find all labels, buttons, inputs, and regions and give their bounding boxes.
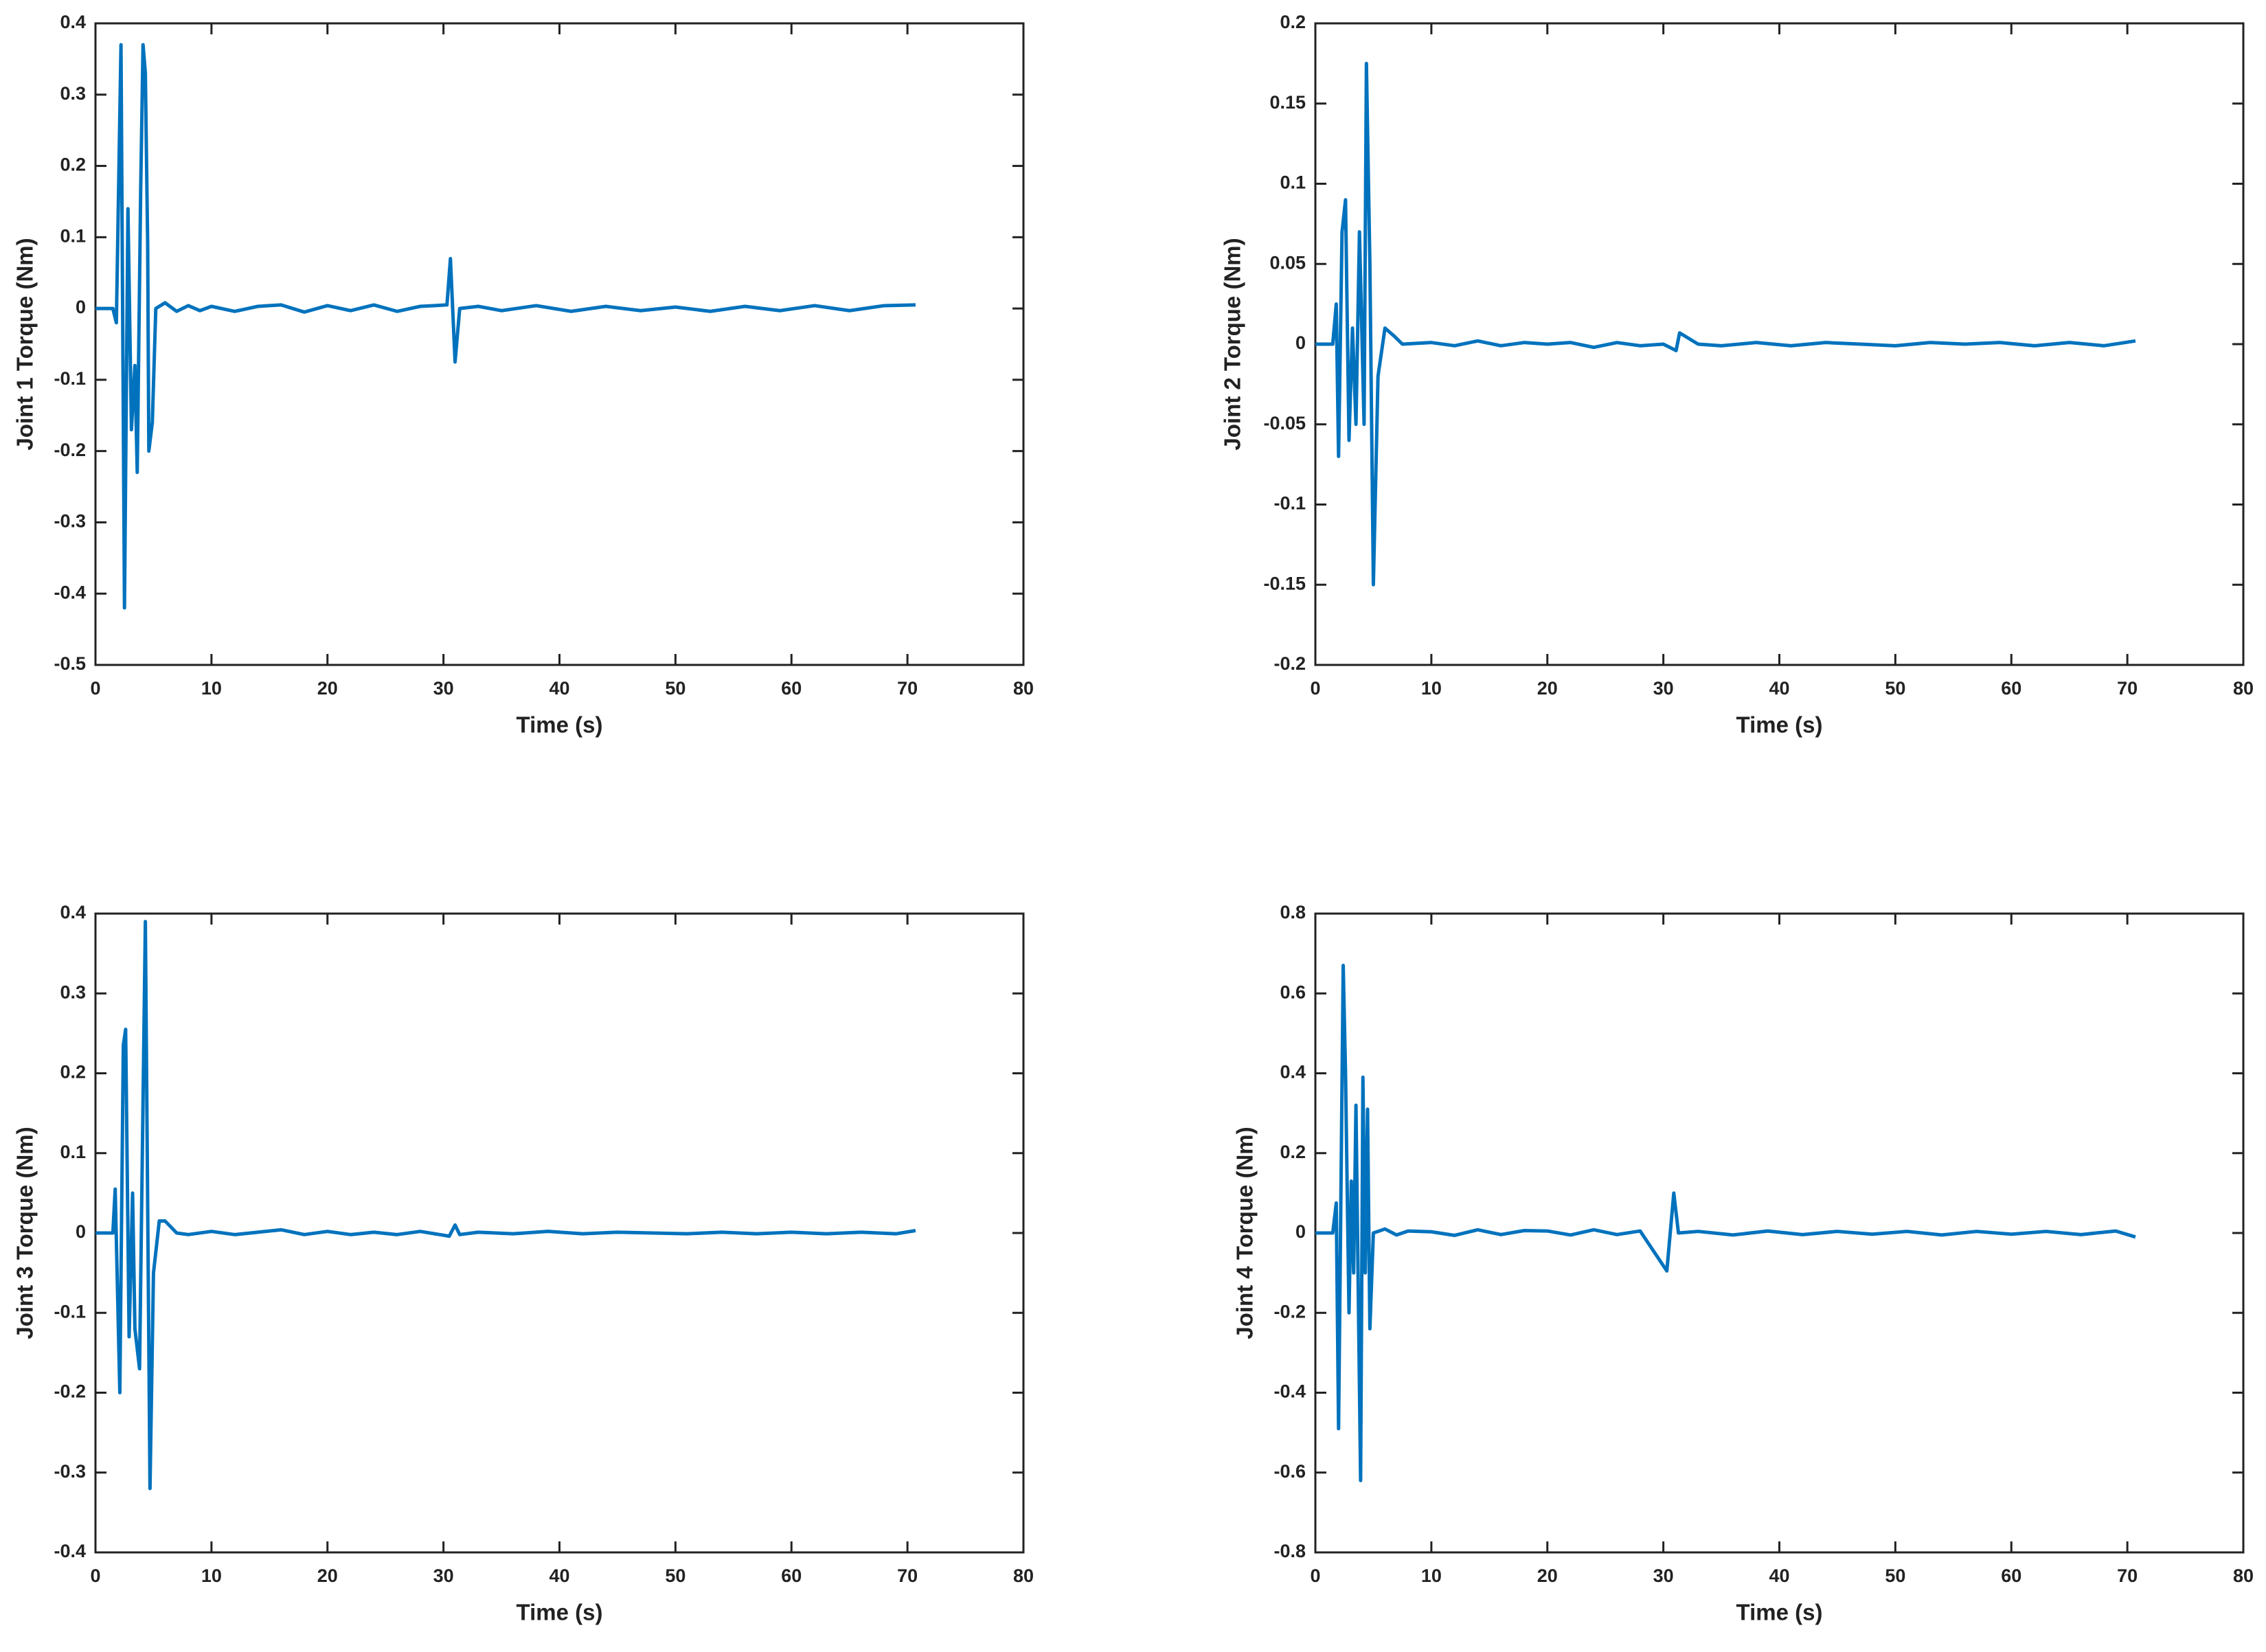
y-tick-label: 0.2 [1280, 12, 1306, 32]
y-tick-label: -0.2 [54, 440, 86, 460]
y-tick-label: -0.2 [54, 1381, 86, 1402]
x-tick-label: 80 [2233, 1565, 2254, 1586]
y-tick-label: 0.2 [60, 155, 86, 175]
y-tick-label: 0.6 [1280, 982, 1306, 1002]
x-tick-label: 60 [2001, 678, 2021, 699]
x-axis-label: Time (s) [1736, 1600, 1823, 1625]
y-tick-label: -0.4 [54, 1541, 86, 1561]
x-axis-label: Time (s) [1736, 712, 1823, 738]
x-tick-label: 80 [1013, 678, 1034, 699]
y-tick-label: -0.2 [1273, 653, 1306, 674]
x-tick-label: 70 [897, 1565, 918, 1586]
y-tick-label: 0.8 [1280, 902, 1306, 923]
y-tick-label: 0.1 [60, 225, 86, 246]
y-tick-label: -0.15 [1263, 573, 1306, 593]
x-tick-label: 0 [90, 678, 100, 699]
data-line [95, 43, 916, 610]
y-axis-label: Joint 1 Torque (Nm) [12, 238, 38, 450]
x-tick-label: 0 [1310, 678, 1320, 699]
x-tick-label: 40 [549, 678, 569, 699]
plot-frame [94, 22, 1025, 666]
y-tick-label: 0.15 [1269, 92, 1306, 113]
x-tick-label: 40 [1769, 678, 1789, 699]
y-tick-label: 0.2 [1280, 1142, 1306, 1162]
y-tick-label: 0.05 [1269, 252, 1306, 273]
x-axis-label: Time (s) [517, 712, 603, 738]
y-axis-label: Joint 4 Torque (Nm) [1232, 1127, 1258, 1339]
y-axis-label: Joint 2 Torque (Nm) [1220, 238, 1245, 450]
x-tick-label: 20 [1537, 1565, 1558, 1586]
data-line [1315, 61, 2136, 587]
x-tick-label: 70 [2117, 1565, 2138, 1586]
data-line [95, 920, 916, 1491]
y-tick-label: -0.1 [54, 368, 86, 389]
y-tick-label: 0.4 [60, 902, 86, 923]
x-tick-label: 50 [665, 678, 686, 699]
x-tick-label: 50 [1885, 678, 1905, 699]
y-tick-label: 0.2 [60, 1062, 86, 1083]
y-tick-label: -0.3 [54, 511, 86, 532]
x-tick-label: 10 [201, 1565, 222, 1586]
x-tick-label: 10 [1421, 678, 1442, 699]
y-tick-label: 0 [1295, 1221, 1306, 1242]
x-tick-label: 30 [433, 678, 454, 699]
y-tick-label: -0.4 [1273, 1381, 1306, 1402]
x-tick-label: 60 [2001, 1565, 2021, 1586]
y-tick-label: -0.1 [54, 1301, 86, 1322]
y-axis-label: Joint 3 Torque (Nm) [12, 1127, 38, 1339]
x-tick-label: 30 [1653, 678, 1674, 699]
x-tick-label: 20 [317, 678, 338, 699]
x-tick-label: 50 [665, 1565, 686, 1586]
x-tick-label: 0 [90, 1565, 100, 1586]
x-tick-label: 10 [1421, 1565, 1442, 1586]
x-tick-label: 60 [781, 678, 802, 699]
y-tick-label: 0.4 [60, 12, 86, 32]
y-tick-label: 0 [76, 297, 86, 317]
y-tick-label: 0.1 [1280, 172, 1306, 193]
x-axis-label: Time (s) [517, 1600, 603, 1625]
y-tick-label: 0 [76, 1221, 86, 1242]
x-tick-label: 10 [201, 678, 222, 699]
y-tick-label: 0 [1295, 332, 1306, 353]
x-tick-label: 0 [1310, 1565, 1320, 1586]
x-tick-label: 70 [2117, 678, 2138, 699]
y-tick-label: -0.1 [1273, 493, 1306, 514]
x-tick-label: 40 [1769, 1565, 1789, 1586]
y-tick-label: -0.6 [1273, 1461, 1306, 1482]
x-tick-label: 30 [433, 1565, 454, 1586]
y-tick-label: 0.4 [1280, 1062, 1306, 1083]
y-tick-label: -0.05 [1263, 413, 1306, 433]
x-tick-label: 30 [1653, 1565, 1674, 1586]
y-tick-label: 0.3 [60, 83, 86, 104]
x-tick-label: 40 [549, 1565, 569, 1586]
x-tick-label: 20 [317, 1565, 338, 1586]
y-tick-label: -0.2 [1273, 1301, 1306, 1322]
y-tick-label: -0.8 [1273, 1541, 1306, 1561]
x-tick-label: 80 [2233, 678, 2254, 699]
x-tick-label: 60 [781, 1565, 802, 1586]
y-tick-label: -0.3 [54, 1461, 86, 1482]
y-tick-label: -0.4 [54, 582, 86, 602]
y-tick-label: -0.5 [54, 653, 86, 674]
data-line [1315, 964, 2136, 1482]
x-tick-label: 20 [1537, 678, 1558, 699]
y-tick-label: 0.3 [60, 982, 86, 1002]
x-tick-label: 80 [1013, 1565, 1034, 1586]
y-tick-label: 0.1 [60, 1142, 86, 1162]
x-tick-label: 70 [897, 678, 918, 699]
x-tick-label: 50 [1885, 1565, 1905, 1586]
